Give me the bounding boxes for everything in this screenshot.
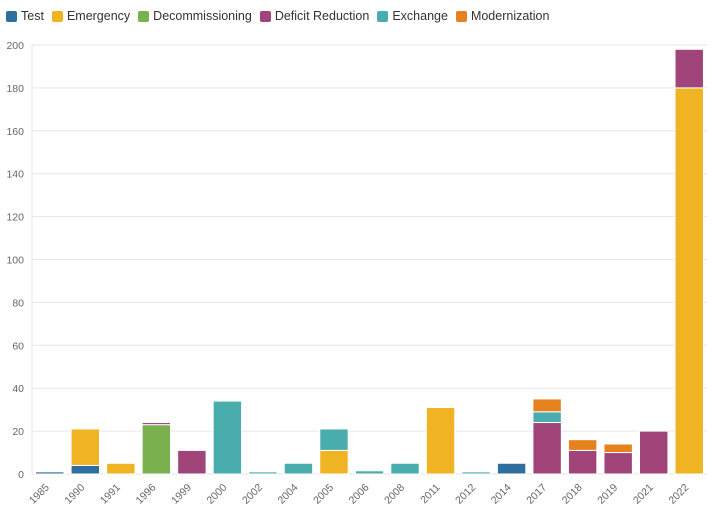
legend: Test Emergency Decommissioning Deficit Redu…	[6, 9, 549, 23]
x-tick-label: 2012	[453, 482, 478, 507]
bar-segment[interactable]	[532, 422, 562, 475]
x-tick-label: 2021	[631, 482, 656, 507]
bar-segment[interactable]	[283, 462, 314, 475]
bar-segment[interactable]	[354, 470, 385, 475]
x-tick-label: 2011	[418, 482, 443, 507]
y-tick-label: 20	[12, 426, 24, 438]
bar-segment[interactable]	[674, 48, 704, 89]
x-tick-label: 1999	[169, 482, 194, 507]
legend-item[interactable]: Exchange	[377, 9, 448, 23]
bar-segment[interactable]	[106, 462, 136, 475]
x-tick-label: 2014	[489, 482, 514, 507]
legend-item[interactable]: Deficit Reduction	[259, 9, 370, 23]
bar-segment[interactable]	[141, 424, 172, 475]
y-tick-label: 120	[6, 212, 24, 224]
x-tick-label: 1990	[62, 482, 87, 507]
x-tick-label: 1991	[98, 482, 123, 507]
y-tick-label: 140	[6, 169, 24, 181]
x-tick-label: 2008	[382, 482, 407, 507]
bar-segment[interactable]	[390, 462, 420, 475]
bar-segment[interactable]	[319, 449, 349, 475]
legend-swatch	[51, 10, 63, 22]
bar-segment[interactable]	[177, 449, 207, 475]
legend-item[interactable]: Modernization	[455, 9, 550, 23]
legend-label: Modernization	[470, 9, 550, 23]
y-tick-label: 160	[6, 126, 24, 138]
bar-segment[interactable]	[319, 428, 349, 451]
bar-segment[interactable]	[532, 398, 562, 413]
x-tick-label: 2005	[311, 482, 336, 507]
legend-label: Exchange	[392, 9, 448, 23]
x-tick-label: 1996	[133, 482, 158, 507]
bar-segment[interactable]	[248, 471, 278, 475]
bar-segment[interactable]	[141, 422, 172, 426]
bar-segment[interactable]	[567, 449, 598, 475]
bar-segment[interactable]	[461, 471, 491, 475]
bar-segment[interactable]	[603, 443, 633, 454]
bar-segment[interactable]	[603, 452, 633, 475]
legend-item[interactable]: Decommissioning	[138, 9, 252, 23]
legend-item[interactable]: Emergency	[51, 9, 131, 23]
bar-segment[interactable]	[425, 407, 456, 475]
legend-item[interactable]: Test	[6, 9, 44, 23]
bar-segment[interactable]	[567, 439, 598, 451]
x-tick-label: 2018	[560, 482, 585, 507]
legend-swatch	[455, 10, 467, 22]
bar-segment[interactable]	[496, 462, 527, 475]
bar-segment[interactable]	[70, 428, 101, 466]
legend-label: Test	[21, 9, 44, 23]
bar-segment[interactable]	[70, 464, 101, 475]
legend-swatch	[6, 10, 17, 22]
legend-swatch	[138, 10, 150, 22]
y-tick-label: 80	[12, 297, 24, 309]
bar-segment[interactable]	[639, 430, 669, 475]
legend-label: Decommissioning	[153, 9, 252, 23]
y-tick-label: 60	[12, 340, 24, 352]
bar-segment[interactable]	[532, 411, 562, 424]
x-tick-label: 2006	[347, 482, 372, 507]
legend-swatch	[259, 10, 271, 22]
legend-swatch	[377, 10, 389, 22]
x-tick-label: 2002	[240, 482, 265, 507]
legend-label: Emergency	[66, 9, 131, 23]
x-tick-label: 2022	[666, 482, 691, 507]
bar-segment[interactable]	[674, 87, 704, 475]
bar-segment[interactable]	[212, 400, 243, 475]
y-tick-label: 180	[6, 83, 24, 95]
y-tick-label: 200	[6, 40, 24, 52]
x-tick-label: 2004	[276, 482, 301, 507]
x-tick-label: 2017	[524, 482, 549, 507]
bar-segment[interactable]	[35, 471, 65, 475]
y-tick-label: 0	[18, 469, 24, 481]
y-tick-label: 100	[6, 255, 24, 267]
x-tick-label: 2000	[205, 482, 230, 507]
x-tick-label: 2019	[595, 482, 620, 507]
legend-label: Deficit Reduction	[274, 9, 370, 23]
y-tick-label: 40	[12, 383, 24, 395]
x-tick-label: 1985	[27, 482, 52, 507]
